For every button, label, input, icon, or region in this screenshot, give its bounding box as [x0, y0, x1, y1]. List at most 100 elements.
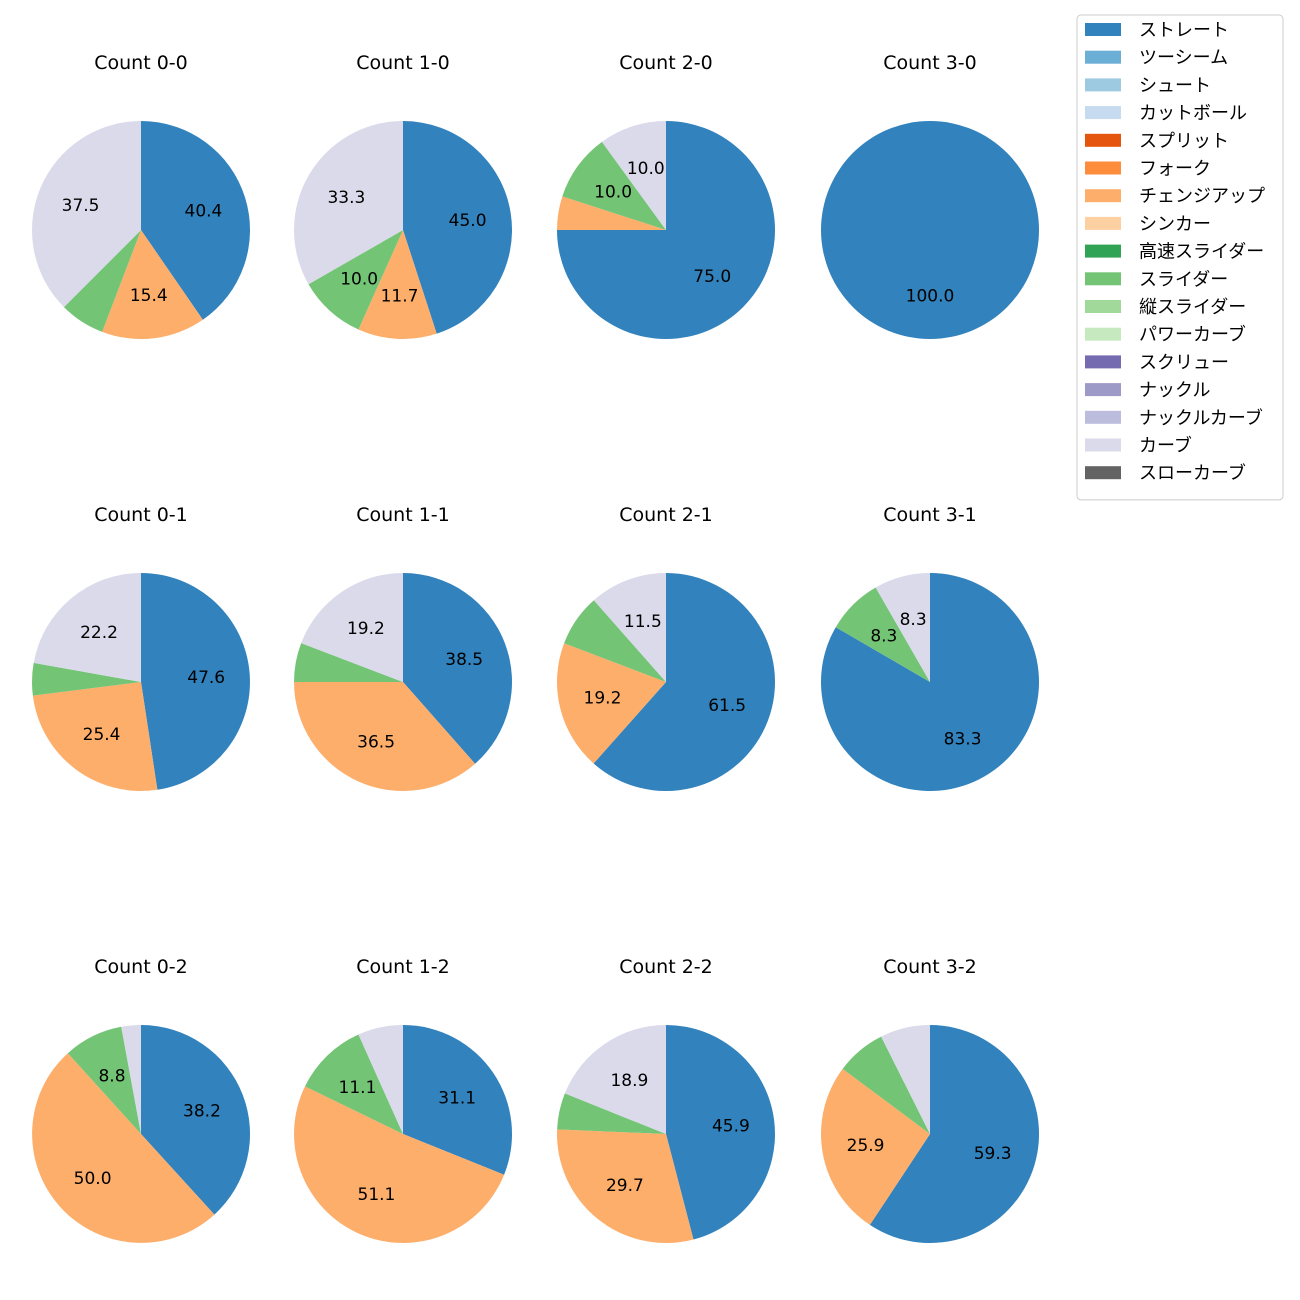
pie-slice: [32, 121, 141, 308]
pie-count-2-1: Count 2-1 61.5 19.2 11.5: [556, 504, 776, 791]
pie-slice: [881, 1025, 930, 1134]
pie-slice: [294, 682, 476, 791]
pie-count-3-1: Count 3-1 83.3 8.38.3: [821, 504, 1040, 791]
pie-slice: [32, 1053, 215, 1243]
pie-slice: [304, 1034, 403, 1134]
legend-swatch: [1085, 78, 1121, 92]
pie-slice-label: 59.3: [974, 1144, 1012, 1164]
pie-title: Count 3-0: [883, 52, 977, 74]
pie-slice: [294, 1086, 505, 1243]
pie-slice: [556, 643, 666, 764]
pie-slice-label: 40.4: [185, 202, 223, 222]
pie-slice: [842, 1036, 930, 1134]
pie-count-0-2: Count 0-2 38.2 50.0 8.8: [32, 956, 251, 1243]
pie-slice-label: 100.0: [906, 286, 955, 306]
pie-slice-label: 10.0: [594, 183, 632, 203]
pie-slice: [294, 643, 403, 682]
pie-count-3-0: Count 3-0 100.0: [821, 52, 1039, 339]
pie-title: Count 2-0: [619, 52, 713, 74]
pie-count-0-1: Count 0-1 47.6 25.4 22.2: [31, 504, 250, 791]
pie-slice: [403, 573, 512, 764]
legend-label: パワーカーブ: [1139, 324, 1246, 346]
pie-slice-label: 11.1: [339, 1078, 377, 1098]
pie-slice-label: 33.3: [327, 188, 365, 208]
legend-label: チェンジアップ: [1139, 186, 1265, 207]
pie-slice: [33, 573, 141, 682]
pie-slice-label: 83.3: [944, 730, 982, 750]
legend-swatch: [1085, 50, 1121, 64]
legend-swatch: [1085, 327, 1121, 341]
legend-label: シュート: [1139, 75, 1211, 96]
pie-slice: [875, 573, 930, 682]
pie-slice-label: 45.0: [449, 211, 487, 231]
pie-count-3-2: Count 3-2 59.3 25.9: [821, 956, 1040, 1243]
legend-swatch: [1085, 189, 1121, 203]
pie-slice: [562, 141, 666, 230]
pie-slice: [32, 682, 158, 791]
pie-slice-label: 8.3: [870, 627, 897, 647]
pie-slice: [821, 1068, 930, 1225]
pie-title: Count 1-1: [356, 504, 450, 526]
pie-slice: [835, 587, 930, 682]
pie-title: Count 0-1: [94, 504, 188, 526]
pie-slice-label: 10.0: [340, 270, 378, 290]
pie-title: Count 3-2: [883, 956, 977, 978]
pie-slice-label: 38.2: [183, 1101, 221, 1121]
legend-frame: [1076, 14, 1284, 501]
pie-slice: [301, 572, 403, 682]
legend-label: ストレート: [1139, 20, 1229, 41]
legend-swatch: [1085, 466, 1121, 480]
pie-slice-label: 75.0: [693, 267, 731, 287]
pie-slice: [564, 600, 666, 682]
pie-slice: [557, 196, 666, 230]
pie-slice-label: 45.9: [712, 1117, 750, 1137]
pie-slice-label: 38.5: [445, 650, 483, 670]
pie-title: Count 0-2: [94, 956, 188, 978]
legend-label: 高速スライダー: [1139, 242, 1264, 263]
pie-slice-label: 15.4: [130, 286, 168, 306]
legend-label: カーブ: [1139, 435, 1192, 457]
pie-slice: [869, 1025, 1040, 1243]
pie-slice-label: 8.8: [98, 1066, 125, 1086]
pie-slice: [593, 573, 666, 682]
pie-slice-label: 25.4: [83, 725, 121, 745]
pie-slice: [601, 121, 666, 230]
legend-label: 縦スライダー: [1139, 297, 1246, 318]
pie-slice-label: 18.9: [610, 1071, 648, 1091]
pie-slice: [557, 1093, 666, 1134]
pie-slice-label: 36.5: [357, 733, 395, 753]
legend-label: ツーシーム: [1139, 48, 1228, 69]
pie-slice: [141, 1025, 251, 1215]
pie-slice: [141, 573, 250, 790]
legend-label: スプリット: [1139, 131, 1229, 152]
pie-count-1-0: Count 1-0 45.0 11.710.0 33.3: [294, 52, 513, 340]
pie-count-1-1: Count 1-1 38.5 36.5 19.2: [294, 504, 512, 791]
pie-count-0-0: Count 0-0 40.4 15.4 37.5: [32, 52, 251, 340]
pie-slice-label: 19.2: [347, 619, 385, 639]
pie-slice: [294, 121, 403, 285]
pie-slice-label: 31.1: [438, 1088, 476, 1108]
pie-slice: [121, 1025, 141, 1134]
pie-slice: [403, 1025, 512, 1175]
pie-slice: [63, 230, 141, 332]
pie-slice: [564, 1025, 666, 1134]
pie-slice-label: 50.0: [74, 1169, 112, 1189]
legend-label: ナックルカーブ: [1139, 407, 1263, 429]
pie-title: Count 1-2: [356, 956, 450, 978]
pie-slice: [308, 230, 403, 330]
legend-label: フォーク: [1139, 159, 1211, 180]
legend-label: スライダー: [1139, 269, 1228, 290]
pie-count-2-0: Count 2-0 75.0 10.0 10.0: [557, 52, 775, 339]
pie-slice-label: 51.1: [358, 1185, 396, 1205]
pie-title: Count 3-1: [883, 504, 977, 526]
legend-swatch: [1085, 272, 1121, 286]
pie-slice: [67, 1026, 141, 1134]
pie-slice-label: 8.3: [900, 610, 927, 630]
pie-slice-label: 22.2: [80, 623, 118, 643]
pie-title: Count 1-0: [356, 52, 450, 74]
pie-slice: [557, 1129, 694, 1243]
pie-slice-label: 29.7: [606, 1176, 644, 1196]
legend-swatch: [1085, 383, 1121, 397]
legend-swatch: [1085, 161, 1121, 175]
